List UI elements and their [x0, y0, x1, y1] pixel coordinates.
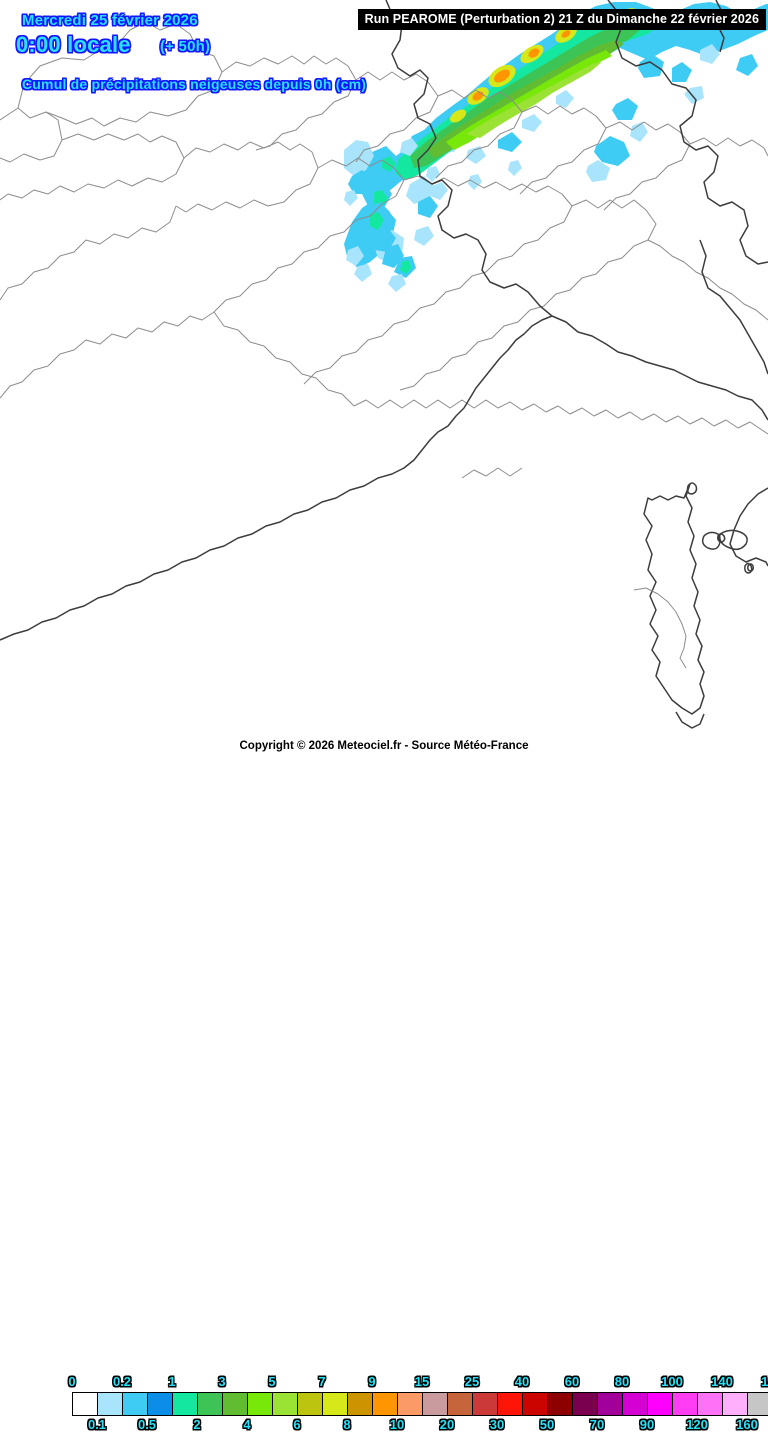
legend-tick-label-bottom: 0.5	[137, 1417, 157, 1432]
copyright-notice: Copyright © 2026 Meteociel.fr - Source M…	[239, 740, 529, 752]
precipitation-overlay	[344, 2, 768, 292]
legend-tick-label-bottom: 160	[736, 1417, 758, 1432]
department-boundaries	[0, 21, 768, 479]
model-run-banner: Run PEAROME (Perturbation 2) 21 Z du Dim…	[357, 9, 766, 30]
legend-tick-label-bottom: 50	[539, 1417, 555, 1432]
legend-tick-label-bottom: 20	[439, 1417, 455, 1432]
legend-tick-label-top: 9	[368, 1374, 376, 1389]
legend-tick-label-top: 15	[414, 1374, 430, 1389]
color-scale-legend: 00.2135791525406080100140180250 0.10.524…	[0, 686, 768, 1432]
legend-swatch[interactable]	[498, 1393, 523, 1415]
legend-swatch[interactable]	[548, 1393, 573, 1415]
legend-swatch[interactable]	[723, 1393, 748, 1415]
legend-tick-label-top: 180	[761, 1374, 768, 1389]
legend-swatch[interactable]	[98, 1393, 123, 1415]
legend-swatch[interactable]	[698, 1393, 723, 1415]
legend-swatch[interactable]	[598, 1393, 623, 1415]
legend-tick-label-top: 3	[218, 1374, 226, 1389]
legend-swatch[interactable]	[223, 1393, 248, 1415]
legend-swatch[interactable]	[673, 1393, 698, 1415]
legend-tick-label-top: 7	[318, 1374, 326, 1389]
legend-swatch[interactable]	[273, 1393, 298, 1415]
forecast-lead-time-label: (+ 50h)	[160, 38, 211, 55]
legend-swatch[interactable]	[323, 1393, 348, 1415]
legend-tick-label-bottom: 120	[686, 1417, 708, 1432]
legend-tick-label-bottom: 2	[193, 1417, 201, 1432]
legend-swatch[interactable]	[373, 1393, 398, 1415]
legend-swatch[interactable]	[123, 1393, 148, 1415]
legend-tick-label-bottom: 6	[293, 1417, 301, 1432]
legend-swatch[interactable]	[298, 1393, 323, 1415]
legend-swatch[interactable]	[148, 1393, 173, 1415]
legend-swatch[interactable]	[573, 1393, 598, 1415]
legend-swatch[interactable]	[473, 1393, 498, 1415]
legend-tick-label-bottom: 0.1	[87, 1417, 107, 1432]
legend-color-bar[interactable]	[72, 1392, 768, 1416]
legend-tick-label-bottom: 70	[589, 1417, 605, 1432]
forecast-time-label: 0:00 locale	[16, 32, 131, 57]
legend-tick-label-top: 0.2	[112, 1374, 132, 1389]
legend-swatch[interactable]	[73, 1393, 98, 1415]
legend-tick-label-bottom: 4	[243, 1417, 251, 1432]
legend-tick-label-top: 25	[464, 1374, 480, 1389]
legend-tick-label-top: 5	[268, 1374, 276, 1389]
map-canvas[interactable]	[0, 0, 768, 768]
legend-swatch[interactable]	[198, 1393, 223, 1415]
map-vector	[0, 0, 768, 729]
legend-swatch[interactable]	[448, 1393, 473, 1415]
legend-swatch[interactable]	[348, 1393, 373, 1415]
parameter-label: Cumul de précipitations neigeuses depuis…	[22, 76, 367, 92]
legend-tick-label-top: 80	[614, 1374, 630, 1389]
forecast-date-label: Mercredi 25 février 2026	[22, 12, 198, 29]
legend-tick-label-bottom: 90	[639, 1417, 655, 1432]
legend-tick-label-bottom: 30	[489, 1417, 505, 1432]
legend-swatch[interactable]	[623, 1393, 648, 1415]
legend-tick-label-top: 140	[711, 1374, 733, 1389]
country-borders	[0, 0, 768, 729]
legend-swatch[interactable]	[173, 1393, 198, 1415]
legend-tick-label-top: 40	[514, 1374, 530, 1389]
legend-tick-label-top: 60	[564, 1374, 580, 1389]
legend-swatch[interactable]	[423, 1393, 448, 1415]
legend-tick-label-top: 1	[168, 1374, 176, 1389]
legend-swatch[interactable]	[648, 1393, 673, 1415]
legend-swatch[interactable]	[248, 1393, 273, 1415]
legend-swatch[interactable]	[398, 1393, 423, 1415]
legend-tick-label-top: 0	[68, 1374, 76, 1389]
legend-tick-label-bottom: 8	[343, 1417, 351, 1432]
legend-tick-label-bottom: 10	[389, 1417, 405, 1432]
legend-swatch[interactable]	[748, 1393, 768, 1415]
legend-swatch[interactable]	[523, 1393, 548, 1415]
legend-tick-label-top: 100	[661, 1374, 683, 1389]
